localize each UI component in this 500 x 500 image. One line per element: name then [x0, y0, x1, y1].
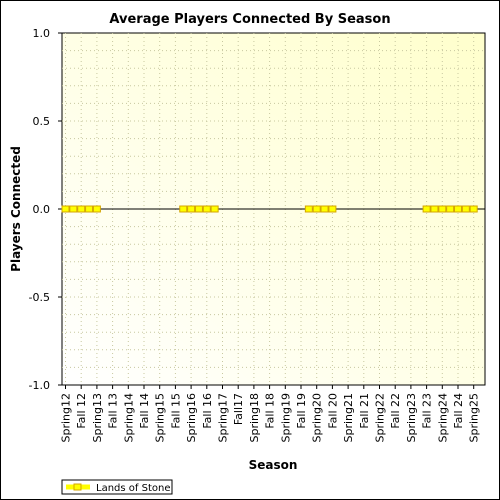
data-point: [202, 205, 211, 213]
data-point: [194, 205, 203, 213]
x-tick-label: Fall 21: [358, 393, 371, 429]
data-point: [61, 205, 70, 213]
y-tick-label: -1.0: [29, 379, 50, 392]
x-tick-label: Spring14: [122, 393, 135, 443]
data-point: [179, 205, 188, 213]
legend-swatch-marker: [73, 483, 82, 491]
data-point: [210, 205, 219, 213]
data-point: [69, 205, 78, 213]
x-tick-label: Spring12: [60, 393, 73, 443]
x-tick-label: Fall 13: [107, 393, 120, 429]
legend-label: Lands of Stone: [96, 483, 170, 494]
x-tick-label: Spring16: [185, 393, 198, 443]
data-point: [85, 205, 94, 213]
y-axis-label: Players Connected: [9, 146, 23, 272]
x-tick-label: Spring23: [405, 393, 418, 443]
legend: Lands of Stone: [61, 479, 173, 495]
x-tick-label: Fall 14: [138, 393, 151, 429]
chart-title: Average Players Connected By Season: [109, 12, 390, 27]
x-axis-ticks: Spring12 Fall 12 Spring13 Fall 13 Spring14 Fa…: [60, 385, 481, 443]
legend-box: [61, 479, 173, 495]
data-point: [438, 205, 447, 213]
data-point: [430, 205, 439, 213]
x-tick-label: Spring25: [468, 393, 481, 443]
x-tick-label: Fall 18: [264, 393, 277, 429]
x-tick-label: Fall 24: [452, 393, 465, 429]
data-point: [77, 205, 86, 213]
y-tick-label: 0.0: [33, 203, 51, 216]
x-axis-label: Season: [249, 458, 298, 472]
x-tick-label: Spring17: [217, 393, 230, 443]
x-tick-label: Spring15: [154, 393, 167, 443]
data-point: [446, 205, 455, 213]
y-tick-label: -0.5: [29, 291, 50, 304]
x-tick-label: Fall17: [232, 393, 245, 425]
x-tick-label: Spring24: [436, 393, 449, 443]
x-tick-label: Spring20: [311, 393, 324, 443]
data-point: [454, 205, 462, 213]
y-axis-ticks: 1.0 0.5 0.0 -0.5 -1.0: [29, 27, 62, 392]
data-point: [312, 205, 321, 213]
x-tick-label: Fall 19: [295, 393, 308, 429]
data-point: [461, 205, 470, 213]
data-point: [469, 205, 478, 213]
data-point: [328, 205, 337, 213]
data-point: [320, 205, 329, 213]
data-point: [187, 205, 196, 213]
x-tick-label: Fall 22: [389, 393, 402, 429]
x-tick-label: Fall 15: [169, 393, 182, 429]
x-tick-label: Fall 23: [421, 393, 434, 429]
x-tick-label: Spring13: [91, 393, 104, 443]
y-tick-label: 1.0: [33, 27, 51, 40]
x-tick-label: Spring19: [279, 393, 292, 443]
x-tick-label: Fall 12: [75, 393, 88, 429]
x-tick-label: Fall 20: [326, 393, 339, 429]
data-point: [304, 205, 313, 213]
x-tick-label: Fall 16: [201, 393, 214, 429]
x-tick-label: Spring22: [374, 393, 387, 443]
series-lands-of-stone: [61, 205, 478, 213]
data-point: [422, 205, 431, 213]
x-tick-label: Spring18: [248, 393, 261, 443]
x-tick-label: Spring21: [342, 393, 355, 443]
data-point: [92, 205, 101, 213]
y-tick-label: 0.5: [33, 115, 51, 128]
